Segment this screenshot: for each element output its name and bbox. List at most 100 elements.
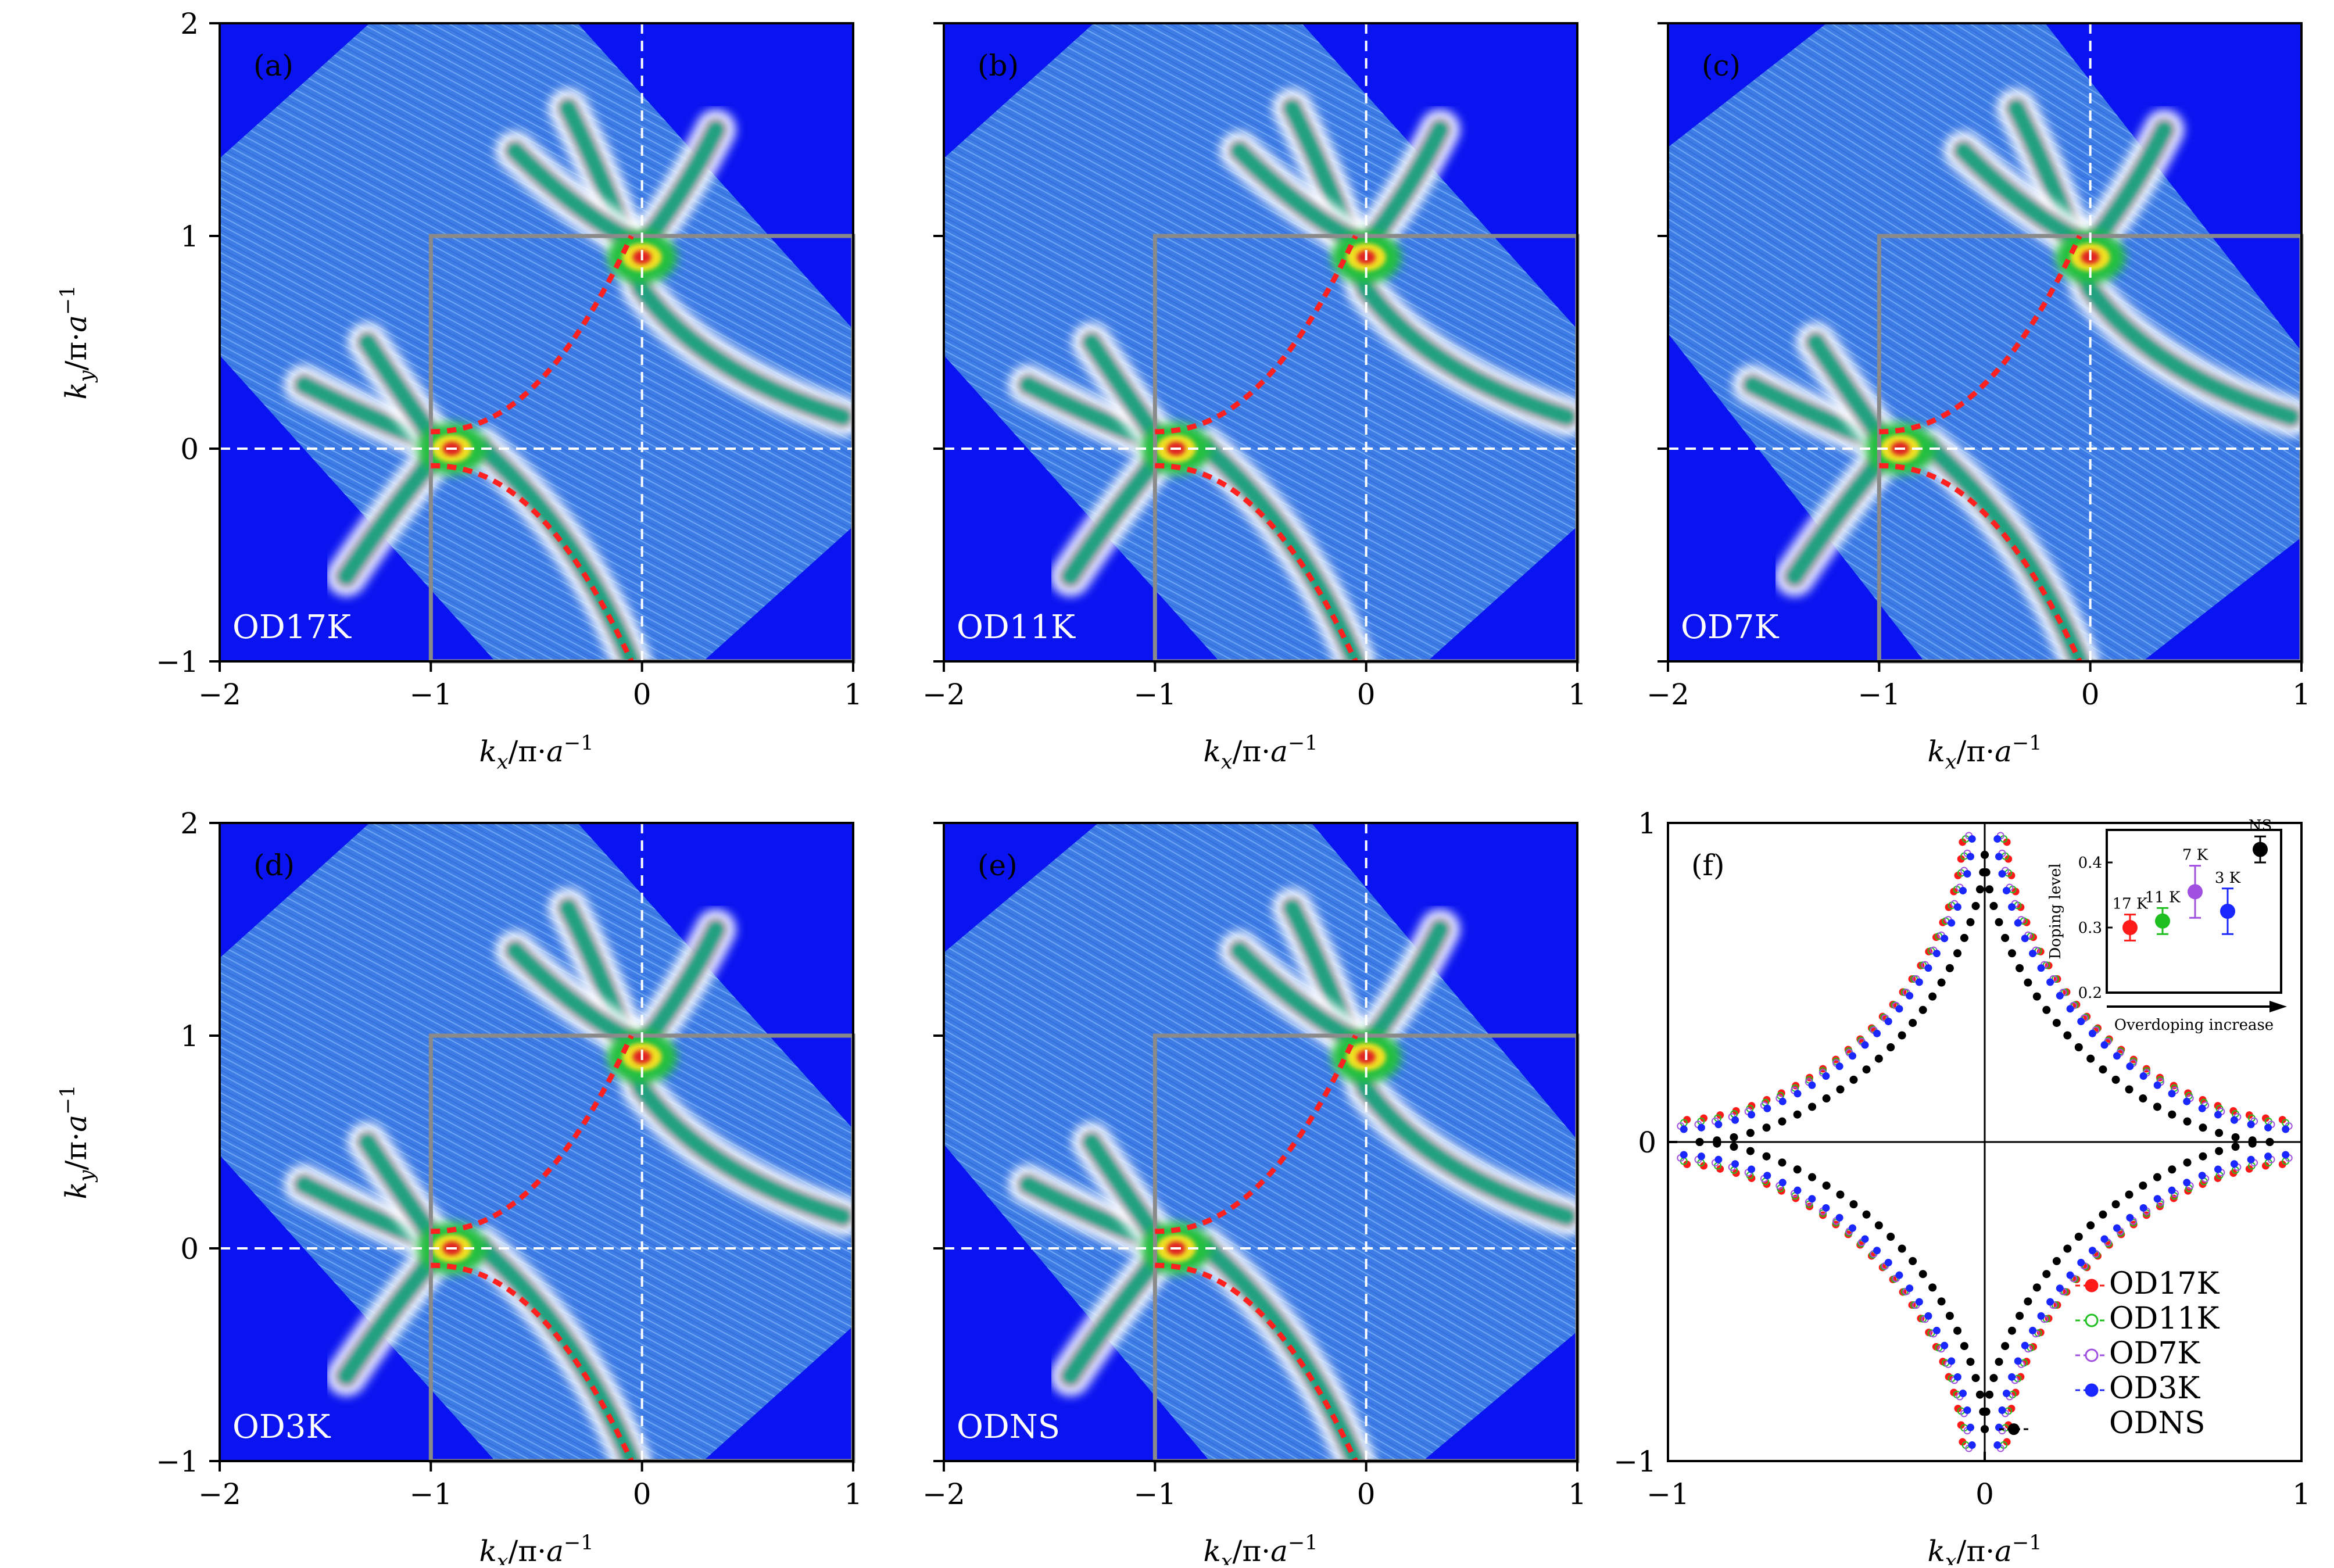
data-point xyxy=(2016,964,2024,972)
data-point xyxy=(1932,1326,1941,1334)
data-point xyxy=(2282,1125,2290,1133)
data-point xyxy=(2066,1271,2074,1279)
data-point xyxy=(1915,1298,1923,1306)
data-point xyxy=(1915,978,1923,986)
data-point xyxy=(1713,1139,1721,1148)
data-point xyxy=(2168,1110,2177,1119)
data-point xyxy=(2247,1120,2255,1129)
y-tick-label: 0 xyxy=(180,1232,199,1266)
data-point xyxy=(2029,1326,2037,1334)
data-point xyxy=(2183,1117,2192,1126)
data-point xyxy=(2139,1181,2147,1190)
legend-label-od17k: OD17K xyxy=(2109,1266,2220,1301)
data-point xyxy=(2214,1165,2222,1173)
data-point xyxy=(1995,1358,2003,1366)
data-point xyxy=(1873,1029,1881,1037)
panel-letter: (f) xyxy=(1691,849,1725,882)
x-tick-label: −2 xyxy=(922,1477,965,1511)
data-point xyxy=(1884,1017,1892,1025)
x-tick-label: 0 xyxy=(2081,678,2100,711)
measured-area xyxy=(1668,23,2301,661)
x-tick-label: 1 xyxy=(1568,1477,1587,1511)
data-point xyxy=(2029,950,2037,958)
data-point xyxy=(1979,868,1988,876)
data-point xyxy=(1989,1374,1998,1383)
data-point xyxy=(1960,933,1968,942)
data-point xyxy=(1963,870,1971,878)
data-point xyxy=(1959,1390,1967,1398)
fit-curve xyxy=(431,463,634,663)
data-point xyxy=(1849,1224,1857,1232)
x-axis-label: kx/π·a−1 xyxy=(1927,732,2042,774)
x-tick-label: −2 xyxy=(198,1477,241,1511)
data-point xyxy=(2214,1111,2222,1119)
legend-marker xyxy=(2085,1279,2099,1293)
data-point xyxy=(2042,1270,2051,1279)
sample-label: OD3K xyxy=(232,1408,331,1446)
fit-curve xyxy=(1155,463,1358,663)
series-odns xyxy=(1695,850,2274,1434)
data-point xyxy=(2231,1133,2240,1141)
sample-label: OD11K xyxy=(957,608,1076,646)
data-point xyxy=(1794,1186,1802,1194)
map-panel-od11k: −2 −1 0 1 kx/π·a−1 (b) OD11K xyxy=(922,22,1587,774)
panel-frame xyxy=(943,822,1578,1462)
data-point xyxy=(2093,1251,2101,1259)
data-point xyxy=(1822,1204,1830,1212)
data-point xyxy=(2230,1116,2238,1124)
y-tick-label: −1 xyxy=(156,1445,199,1478)
svg-text:kx/π·a−1: kx/π·a−1 xyxy=(1927,1531,2042,1565)
data-point xyxy=(1993,1441,2002,1449)
x-tick-label: 0 xyxy=(633,1477,651,1511)
data-point xyxy=(2016,1312,2024,1320)
data-point xyxy=(2063,1244,2072,1253)
data-point xyxy=(2077,1259,2085,1267)
data-point xyxy=(1778,1097,1787,1105)
data-point xyxy=(1928,1283,1937,1292)
data-point xyxy=(2099,1210,2107,1219)
data-point xyxy=(2183,1097,2191,1105)
data-point xyxy=(1979,1408,1988,1416)
fit-curve xyxy=(431,1262,634,1462)
panel-letter: (a) xyxy=(253,49,293,83)
x-tick-label: −2 xyxy=(198,678,241,711)
inset-point-label: 3 K xyxy=(2215,869,2241,887)
data-point xyxy=(1849,1052,1857,1060)
data-point xyxy=(2052,1256,2061,1265)
data-point xyxy=(2014,1357,2022,1365)
x-tick-label: 0 xyxy=(1357,1477,1376,1511)
data-point xyxy=(1886,1043,1895,1052)
data-point xyxy=(1862,1210,1871,1219)
data-point xyxy=(2008,1373,2016,1381)
data-point xyxy=(1909,1019,1917,1028)
panel-frame xyxy=(219,822,854,1462)
data-point xyxy=(2113,1052,2121,1060)
x-axis-label: kx/π·a−1 xyxy=(1203,1531,1318,1568)
x-tick-label: 1 xyxy=(2292,678,2311,711)
panel-frame xyxy=(219,22,854,663)
data-point xyxy=(1835,1062,1843,1071)
x-tick-label: −1 xyxy=(1857,678,1900,711)
legend-label-od11k: OD11K xyxy=(2109,1301,2220,1336)
inset-point xyxy=(2253,842,2268,857)
data-point xyxy=(1874,1054,1883,1063)
data-point xyxy=(2052,1019,2061,1028)
data-point xyxy=(2153,1102,2161,1111)
data-point xyxy=(2100,1235,2109,1243)
data-point xyxy=(2002,1390,2010,1398)
data-point xyxy=(1937,978,1946,987)
data-point xyxy=(1868,1251,1877,1259)
data-point xyxy=(1909,1256,1917,1265)
inset-y-tick: 0.3 xyxy=(2078,919,2102,937)
data-point xyxy=(2074,1232,2083,1241)
inset-point-label: 11 K xyxy=(2145,889,2181,906)
data-point xyxy=(1963,1406,1971,1414)
svg-text:kx/π·a−1: kx/π·a−1 xyxy=(479,732,593,774)
data-point xyxy=(2247,1155,2255,1164)
data-point xyxy=(1924,1312,1932,1320)
data-point xyxy=(1971,1374,1980,1383)
data-point xyxy=(1835,1213,1843,1222)
x-tick-label: 0 xyxy=(1975,1477,1994,1511)
data-point xyxy=(2001,1342,2010,1351)
